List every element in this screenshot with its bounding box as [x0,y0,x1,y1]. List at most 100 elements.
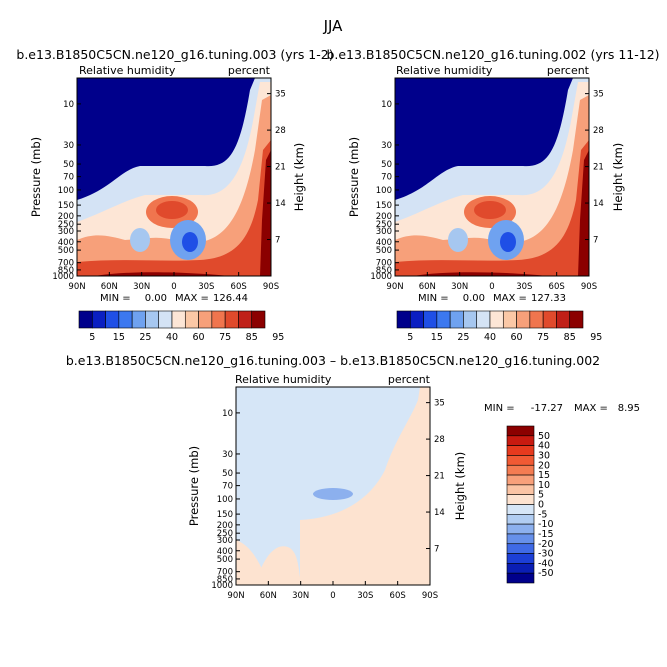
panel-1-humid-layer-pale [77,82,271,276]
height-tick-label: 14 [593,199,604,209]
colorbar-label: -10 [538,519,554,530]
pressure-tick-label: 30 [381,141,392,151]
colorbar-swatch [506,514,535,525]
colorbar-swatch [449,310,464,329]
height-tick-label: 21 [275,163,286,173]
pressure-tick-label: 500 [376,246,392,256]
height-tick-label: 7 [593,236,598,246]
pressure-tick-label: 70 [222,482,233,492]
panel-1-y-axis-label: Pressure (mb) [29,137,43,217]
lat-tick-label: 90N [227,591,244,601]
panel-2-colorbar: 5 15 25 40 60 75 85 95 [396,310,602,343]
colorbar-label: 40 [166,332,178,343]
pressure-tick-label: 250 [217,529,233,539]
pressure-tick-label: 850 [376,266,392,276]
colorbar-swatch [463,310,478,329]
height-tick-label: 7 [434,545,439,555]
panel-2-height-axis-label: Height (km) [611,143,625,212]
colorbar-swatch [556,310,571,329]
colorbar-swatch [569,310,584,329]
panel-1-height-axis-label: Height (km) [292,143,306,212]
panel-2-lat-ticks: 90N 60N 30N 0 30S 60S 90S [386,272,597,292]
colorbar-label: -50 [538,568,554,579]
lat-tick-label: 0 [171,282,176,292]
colorbar-swatch [105,310,120,329]
pressure-tick-label: 100 [58,186,74,196]
colorbar-swatch [506,533,535,545]
panel-1-dry-core [182,232,198,252]
lat-tick-label: 30N [133,282,150,292]
panel-3-y-axis-label: Pressure (mb) [187,446,201,526]
lat-tick-label: 90N [386,282,403,292]
colorbar-swatch [506,445,535,456]
height-tick-label: 14 [434,508,445,518]
panel-1-plot-area [76,77,272,277]
colorbar-swatch [506,464,535,476]
pressure-tick-label: 300 [58,227,74,237]
panel-3-height-ticks: 35 28 21 14 7 [426,399,445,555]
height-tick-label: 7 [275,236,280,246]
pressure-tick-label: 200 [217,521,233,531]
colorbar-swatch [184,310,199,329]
colorbar-label: 5 [538,490,544,501]
panel-1-max-label: MAX = [175,293,209,304]
panel-1: b.e13.B1850C5CN.ne120_g16.tuning.003 (yr… [16,47,333,343]
panel-3-plot-area [235,386,431,586]
colorbar-label: 50 [538,431,550,442]
colorbar-swatch [158,310,173,329]
panel-2-humid-layer-high [395,140,589,276]
colorbar-label: -30 [538,549,554,560]
colorbar-swatch [506,563,535,574]
colorbar-swatch [506,523,535,535]
colorbar-label: -5 [538,509,547,520]
colorbar-swatch [542,310,557,329]
pressure-tick-label: 50 [222,469,233,479]
colorbar-swatch [396,310,411,329]
pressure-tick-label: 1000 [370,272,392,282]
colorbar-swatch [506,494,535,505]
panel-2-dry-patch [448,228,468,252]
colorbar-label: 85 [564,332,576,343]
pressure-tick-label: 10 [63,100,74,110]
colorbar-swatch [502,310,517,329]
pressure-tick-label: 500 [58,246,74,256]
lat-tick-label: 30N [292,591,309,601]
lat-tick-label: 60N [419,282,436,292]
panel-2-max-value: 127.33 [531,293,566,304]
pressure-tick-label: 70 [381,173,392,183]
colorbar-label: 25 [457,332,469,343]
panel-3-min-value: -17.27 [531,403,563,414]
panel-2-plot-area [394,77,590,277]
colorbar-swatch [506,553,535,564]
colorbar-label: 10 [538,480,550,491]
panel-2-right-label: percent [547,64,590,77]
colorbar-label: 60 [511,332,523,343]
colorbar-label: -40 [538,558,554,569]
panel-2-min-label: MIN = [418,293,449,304]
pressure-tick-label: 10 [381,100,392,110]
colorbar-label: 40 [484,332,496,343]
height-tick-label: 21 [593,163,604,173]
lat-tick-label: 0 [330,591,335,601]
colorbar-label: 85 [246,332,258,343]
panel-3-positive-band-middle [255,546,302,585]
panel-3-negative-blob [313,488,353,500]
pressure-tick-label: 50 [381,160,392,170]
pressure-tick-label: 850 [58,266,74,276]
pressure-tick-label: 30 [63,141,74,151]
colorbar-swatch [489,310,504,329]
lat-tick-label: 90S [422,591,438,601]
colorbar-label: 5 [89,332,95,343]
pressure-tick-label: 70 [63,173,74,183]
pressure-tick-label: 150 [376,201,392,211]
pressure-tick-label: 700 [58,259,74,269]
pressure-tick-label: 700 [217,568,233,578]
colorbar-swatch [131,310,146,329]
panel-3-positive-area-right [300,387,430,585]
pressure-tick-label: 250 [58,220,74,230]
colorbar-swatch [506,484,535,495]
pressure-tick-label: 10 [222,409,233,419]
pressure-tick-label: 400 [217,547,233,557]
lat-tick-label: 60S [549,282,565,292]
